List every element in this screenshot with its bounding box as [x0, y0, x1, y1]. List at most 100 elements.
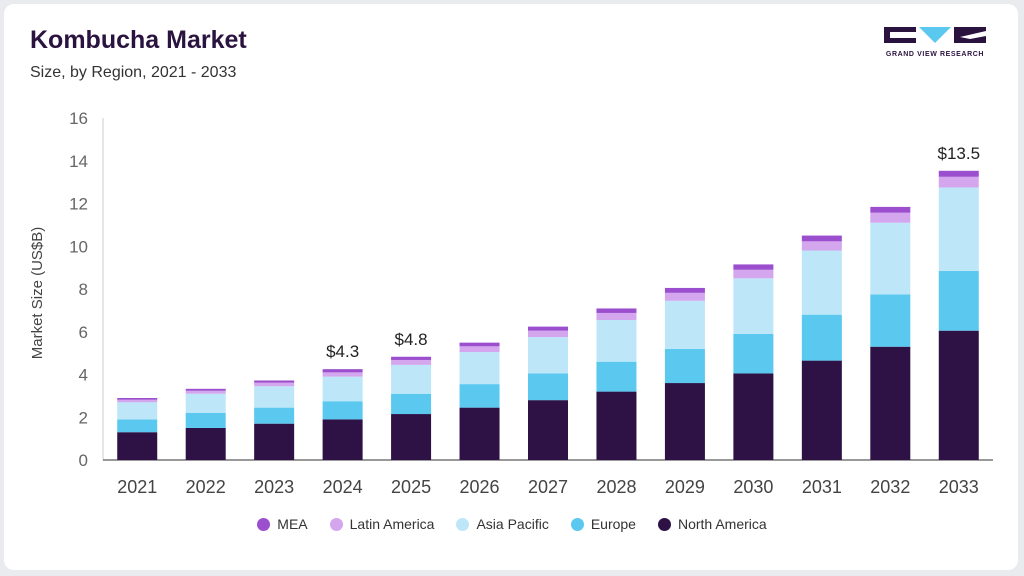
legend-swatch-icon: [257, 517, 271, 531]
chart-card: [4, 4, 1018, 570]
bar-asia-pacific-2029: [664, 300, 705, 349]
legend-item-north-america: North America: [657, 516, 767, 532]
x-tick-label-2021: 2021: [117, 477, 157, 497]
bar-latin-america-2025: [391, 359, 432, 365]
chart-subtitle: Size, by Region, 2021 - 2033: [30, 64, 237, 81]
y-tick-label: 16: [69, 109, 88, 128]
bar-mea-2021: [117, 398, 158, 400]
bar-north-america-2024: [322, 419, 363, 460]
bar-asia-pacific-2021: [117, 402, 158, 420]
bar-north-america-2027: [528, 400, 568, 460]
bar-asia-pacific-2028: [596, 319, 637, 362]
bar-mea-2028: [596, 308, 637, 313]
bar-europe-2030: [733, 333, 774, 374]
bar-north-america-2029: [664, 383, 705, 460]
bar-mea-2024: [322, 369, 363, 373]
legend-swatch-icon: [329, 517, 343, 531]
legend-label: Asia Pacific: [476, 516, 549, 532]
x-tick-label-2026: 2026: [460, 477, 500, 497]
bar-latin-america-2021: [117, 399, 158, 403]
bar-north-america-2022: [185, 427, 226, 460]
x-tick-label-2025: 2025: [391, 477, 431, 497]
bar-north-america-2021: [117, 432, 158, 460]
legend-swatch-icon: [657, 517, 671, 531]
x-tick-label-2024: 2024: [323, 477, 363, 497]
bar-europe-2025: [391, 393, 432, 415]
y-tick-label: 0: [79, 451, 88, 470]
bar-latin-america-2033: [938, 176, 979, 188]
bar-asia-pacific-2030: [733, 278, 774, 334]
y-tick-label: 4: [79, 366, 88, 385]
y-tick-label: 6: [79, 323, 88, 342]
x-tick-label-2023: 2023: [254, 477, 294, 497]
bar-europe-2027: [528, 373, 568, 401]
legend-label: North America: [677, 516, 767, 532]
bar-mea-2033: [938, 170, 979, 177]
bar-europe-2028: [596, 361, 637, 392]
bar-europe-2023: [254, 407, 295, 424]
bar-europe-2021: [117, 419, 158, 433]
grand-view-research-logo: [884, 27, 986, 43]
y-axis-label: Market Size (US$B): [29, 227, 46, 360]
legend-label: MEA: [277, 516, 308, 532]
bar-mea-2025: [391, 356, 432, 360]
x-tick-label-2022: 2022: [186, 477, 226, 497]
bar-north-america-2032: [870, 346, 911, 460]
logo-text: GRAND VIEW RESEARCH: [885, 51, 985, 58]
data-label-2024: $4.3: [326, 342, 359, 361]
chart-title: Kombucha Market: [30, 26, 247, 54]
bar-north-america-2025: [391, 414, 432, 460]
bar-north-america-2026: [459, 407, 500, 460]
x-tick-label-2028: 2028: [596, 477, 636, 497]
bar-mea-2026: [459, 342, 500, 347]
chart-legend: MEA Latin America Asia Pacific Europe North …: [0, 516, 1024, 532]
bar-mea-2029: [664, 287, 705, 293]
bar-north-america-2028: [596, 391, 637, 460]
data-label-2033: $13.5: [937, 144, 980, 163]
bar-europe-2033: [938, 270, 979, 331]
x-tick-label-2030: 2030: [733, 477, 773, 497]
bar-europe-2031: [801, 314, 842, 361]
x-tick-label-2033: 2033: [939, 477, 979, 497]
bar-europe-2029: [664, 348, 705, 384]
bar-latin-america-2026: [459, 346, 500, 353]
legend-item-europe: Europe: [570, 516, 636, 532]
bar-asia-pacific-2025: [391, 364, 432, 394]
legend-swatch-icon: [456, 517, 470, 531]
y-tick-label: 14: [69, 152, 88, 171]
stacked-bar-chart: 0 2 4 6 8 10 12 14 16 Market Size (US$B) 2021 2022 2…: [29, 109, 993, 497]
bar-mea-2023: [254, 380, 295, 383]
legend-swatch-icon: [570, 517, 584, 531]
y-tick-label: 12: [69, 195, 88, 214]
legend-label: Latin America: [349, 516, 435, 532]
bar-mea-2031: [801, 235, 842, 242]
bar-latin-america-2030: [733, 269, 774, 279]
bar-mea-2032: [870, 206, 911, 213]
bar-mea-2022: [185, 388, 226, 391]
bar-asia-pacific-2024: [322, 376, 363, 402]
y-tick-label: 2: [79, 408, 88, 427]
data-label-2025: $4.8: [395, 330, 428, 349]
bar-mea-2030: [733, 264, 774, 270]
bar-mea-2027: [528, 326, 568, 331]
y-tick-label: 8: [79, 280, 88, 299]
x-tick-label-2027: 2027: [528, 477, 568, 497]
legend-item-latin-america: Latin America: [329, 516, 435, 532]
bar-latin-america-2029: [664, 292, 705, 301]
bar-north-america-2033: [938, 330, 979, 460]
bar-europe-2026: [459, 384, 500, 408]
bar-asia-pacific-2027: [528, 337, 568, 374]
legend-label: Europe: [590, 516, 636, 532]
bar-latin-america-2027: [528, 330, 568, 338]
x-tick-label-2029: 2029: [665, 477, 705, 497]
y-tick-label: 10: [69, 237, 88, 256]
x-tick-label-2031: 2031: [802, 477, 842, 497]
bar-latin-america-2028: [596, 312, 637, 320]
bar-latin-america-2024: [322, 372, 363, 377]
bar-europe-2022: [185, 412, 226, 428]
bar-north-america-2030: [733, 373, 774, 460]
bar-asia-pacific-2022: [185, 393, 226, 413]
bar-europe-2024: [322, 401, 363, 420]
x-tick-label-2032: 2032: [870, 477, 910, 497]
bar-asia-pacific-2023: [254, 386, 295, 408]
